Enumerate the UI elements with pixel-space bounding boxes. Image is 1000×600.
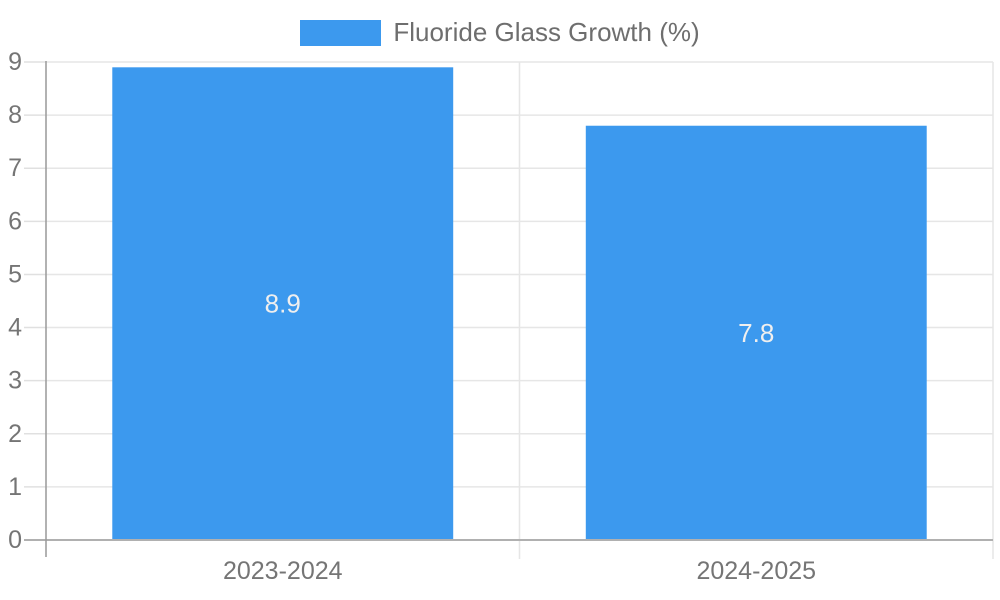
y-axis-label: 8 — [8, 101, 22, 129]
y-axis-label: 0 — [8, 526, 22, 554]
bar-value-label: 7.8 — [738, 318, 774, 348]
bar-2023-2024 — [112, 67, 454, 541]
x-axis-label: 2024-2025 — [696, 557, 816, 585]
legend[interactable]: Fluoride Glass Growth (%) — [0, 17, 1000, 48]
y-axis-label: 5 — [8, 260, 22, 288]
legend-label: Fluoride Glass Growth (%) — [393, 17, 700, 47]
y-axis-label: 1 — [8, 473, 22, 501]
x-axis-label: 2023-2024 — [223, 557, 343, 585]
y-axis-label: 7 — [8, 154, 22, 182]
y-axis-label: 3 — [8, 367, 22, 395]
legend-swatch — [300, 19, 382, 46]
y-axis-label: 6 — [8, 207, 22, 235]
bar-value-label: 8.9 — [265, 289, 301, 319]
y-axis-label: 2 — [8, 420, 22, 448]
y-axis-label: 9 — [8, 48, 22, 76]
y-axis-label: 4 — [8, 314, 22, 342]
bar-2024-2025 — [585, 125, 927, 540]
